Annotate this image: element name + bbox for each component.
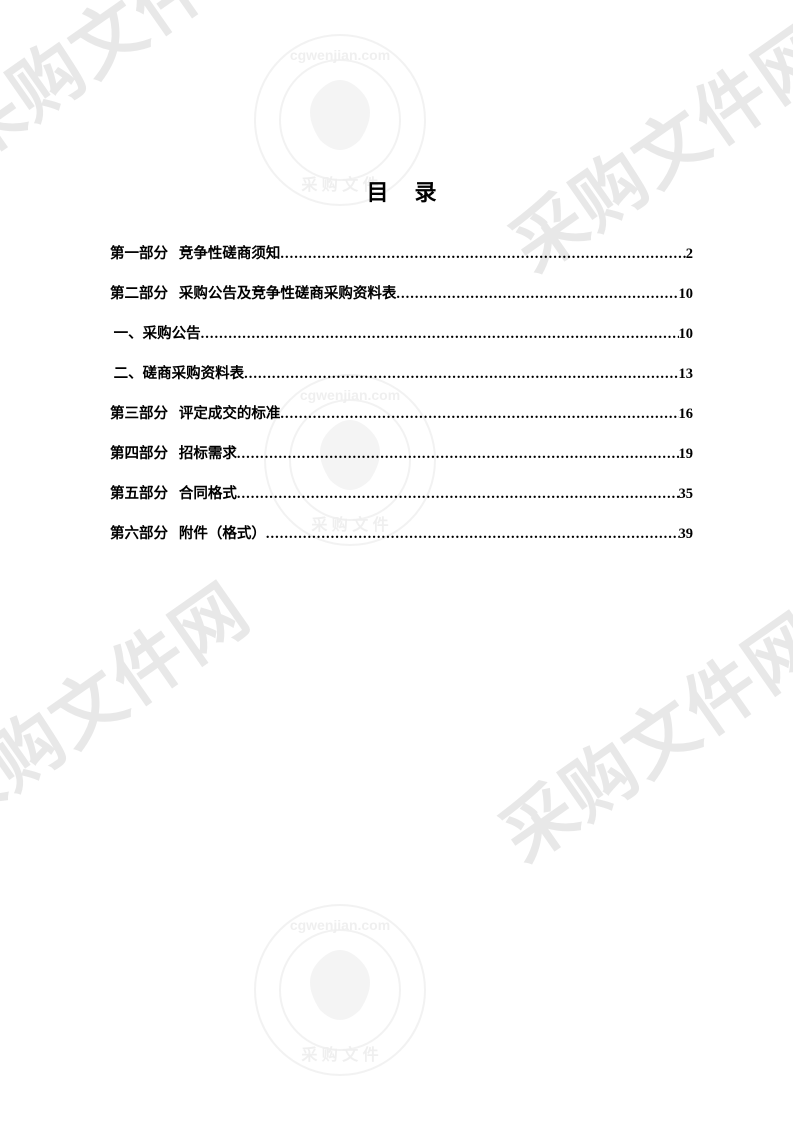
toc-section-label: 第一部分 bbox=[110, 242, 168, 263]
watermark-logo: cgwenjian.com 采 购 文 件 bbox=[250, 900, 430, 1080]
toc-section-label: 第二部分 bbox=[110, 282, 168, 303]
toc-section-title: 合同格式 bbox=[179, 482, 237, 503]
toc-leader-dots: ........................................… bbox=[396, 286, 678, 303]
toc-section-title: 招标需求 bbox=[179, 442, 237, 463]
toc-section-title: 竞争性磋商须知 bbox=[179, 242, 281, 263]
toc-entry: 第三部分 评定成交的标准............................… bbox=[110, 402, 693, 423]
toc-entry: 第五部分 合同格式...............................… bbox=[110, 482, 693, 503]
toc-section-label: 第三部分 bbox=[110, 402, 168, 423]
toc-leader-dots: ........................................… bbox=[244, 366, 678, 383]
watermark-text: 采购文件网 bbox=[0, 553, 267, 851]
toc-section-title: 二、磋商采购资料表 bbox=[114, 362, 245, 383]
toc-page-number: 13 bbox=[679, 366, 694, 383]
toc-leader-dots: ........................................… bbox=[201, 326, 679, 343]
toc-section-label: 第五部分 bbox=[110, 482, 168, 503]
toc-page-number: 16 bbox=[679, 406, 694, 423]
toc-entry: 第四部分 招标需求...............................… bbox=[110, 442, 693, 463]
toc-section-title: 评定成交的标准 bbox=[179, 402, 281, 423]
page-content: 目录 第一部分 竞争性磋商须知.........................… bbox=[0, 0, 793, 543]
toc-page-number: 10 bbox=[679, 326, 694, 343]
toc-section-label: 第四部分 bbox=[110, 442, 168, 463]
toc-leader-dots: ........................................… bbox=[266, 526, 679, 543]
toc-page-number: 35 bbox=[679, 486, 694, 503]
toc-title: 目录 bbox=[110, 175, 693, 207]
toc-page-number: 10 bbox=[679, 286, 694, 303]
toc-page-number: 39 bbox=[679, 526, 694, 543]
toc-entry: 二、磋商采购资料表...............................… bbox=[110, 362, 693, 383]
toc-section-title: 采购公告及竞争性磋商采购资料表 bbox=[179, 282, 397, 303]
svg-text:cgwenjian.com: cgwenjian.com bbox=[290, 917, 390, 933]
toc-leader-dots: ........................................… bbox=[280, 406, 678, 423]
toc-page-number: 2 bbox=[686, 246, 693, 263]
toc-entry: 第一部分 竞争性磋商须知............................… bbox=[110, 242, 693, 263]
watermark-text: 采购文件网 bbox=[476, 583, 793, 881]
toc-section-title: 一、采购公告 bbox=[114, 322, 201, 343]
toc-page-number: 19 bbox=[679, 446, 694, 463]
toc-entry: 一、采购公告..................................… bbox=[110, 322, 693, 343]
toc-leader-dots: ........................................… bbox=[237, 486, 679, 503]
toc-list: 第一部分 竞争性磋商须知............................… bbox=[110, 242, 693, 543]
toc-leader-dots: ........................................… bbox=[280, 246, 685, 263]
toc-leader-dots: ........................................… bbox=[237, 446, 679, 463]
toc-entry: 第二部分 采购公告及竞争性磋商采购资料表....................… bbox=[110, 282, 693, 303]
svg-text:采 购 文 件: 采 购 文 件 bbox=[300, 1045, 378, 1064]
toc-entry: 第六部分 附件（格式）.............................… bbox=[110, 522, 693, 543]
toc-section-title: 附件（格式） bbox=[179, 522, 266, 543]
toc-section-label: 第六部分 bbox=[110, 522, 168, 543]
